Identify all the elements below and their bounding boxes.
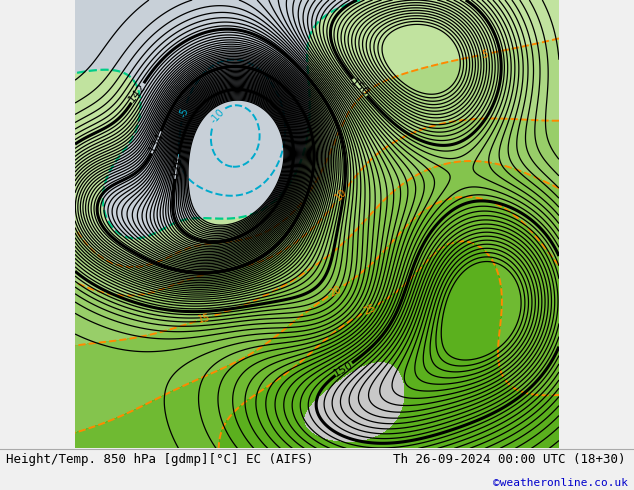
Text: -5: -5 [178, 106, 190, 119]
Text: 134: 134 [147, 131, 166, 154]
Polygon shape [75, 0, 559, 448]
Text: 126: 126 [170, 155, 184, 178]
Text: 5: 5 [481, 49, 488, 60]
Text: Height/Temp. 850 hPa [gdmp][°C] EC (AIFS): Height/Temp. 850 hPa [gdmp][°C] EC (AIFS… [6, 453, 314, 466]
Text: 10: 10 [333, 187, 349, 203]
Text: 15: 15 [197, 312, 212, 325]
Text: ©weatheronline.co.uk: ©weatheronline.co.uk [493, 478, 628, 488]
Text: 25: 25 [362, 302, 377, 317]
Text: 142: 142 [127, 81, 148, 104]
Text: 20: 20 [328, 284, 344, 298]
Text: 150: 150 [332, 360, 355, 379]
Text: -10: -10 [209, 107, 226, 125]
Text: Th 26-09-2024 00:00 UTC (18+30): Th 26-09-2024 00:00 UTC (18+30) [393, 453, 626, 466]
Text: 150: 150 [349, 77, 371, 98]
